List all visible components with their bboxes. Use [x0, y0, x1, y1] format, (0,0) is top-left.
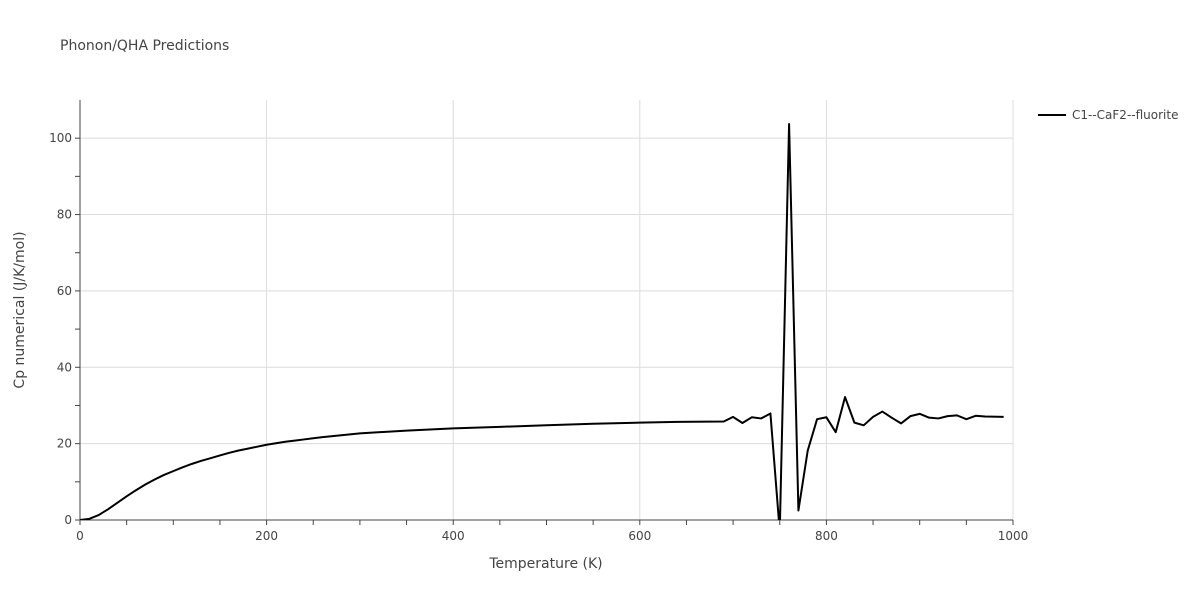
y-tick-label: 80: [57, 208, 72, 222]
y-tick-label: 20: [57, 437, 72, 451]
x-tick-label: 0: [76, 529, 84, 543]
x-axis-title: Temperature (K): [488, 556, 602, 572]
x-tick-label: 600: [628, 529, 651, 543]
x-axis-ticks: 0 200 400 600 800 1000: [76, 520, 1028, 543]
x-tick-label: 800: [815, 529, 838, 543]
y-axis-title: Cp numerical (J/K/mol): [12, 231, 28, 388]
x-tick-label: 400: [442, 529, 465, 543]
grid: [80, 100, 1014, 520]
legend-label: C1--CaF2--fluorite: [1072, 108, 1178, 122]
y-tick-label: 100: [49, 131, 72, 145]
x-tick-label: 1000: [998, 529, 1029, 543]
y-axis-ticks: 0 20 40 60 80 100: [49, 131, 80, 527]
y-tick-label: 60: [57, 284, 72, 298]
y-tick-label: 40: [57, 360, 72, 374]
series-layer: [80, 123, 1004, 531]
series-line[interactable]: [80, 123, 1004, 531]
chart-title: Phonon/QHA Predictions: [60, 38, 229, 54]
y-tick-label: 0: [64, 513, 72, 527]
x-tick-label: 200: [255, 529, 278, 543]
legend[interactable]: C1--CaF2--fluorite: [1038, 108, 1178, 122]
axes: [79, 100, 1013, 521]
